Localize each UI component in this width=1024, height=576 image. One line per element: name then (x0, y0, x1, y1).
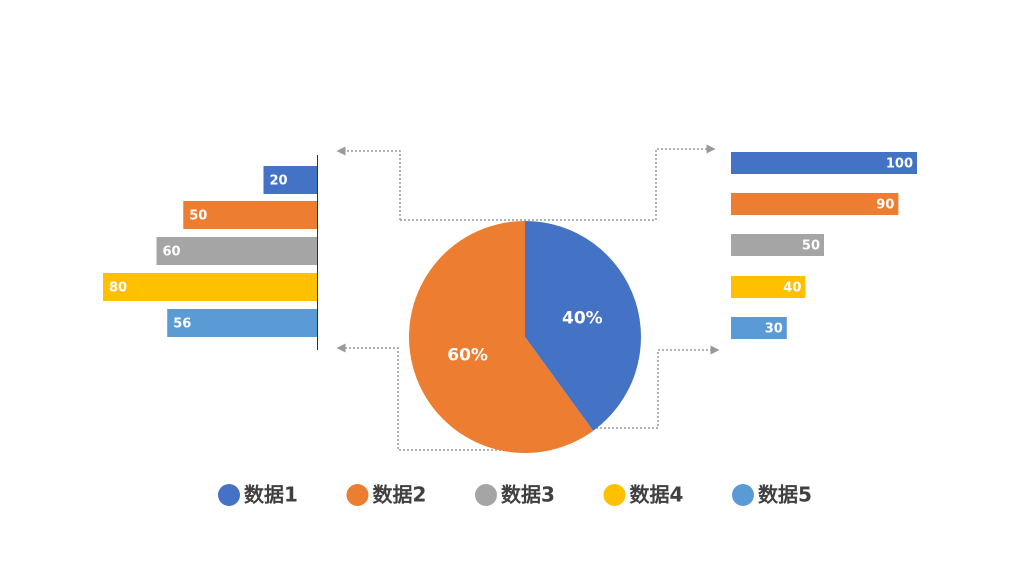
legend-label: 数据4 (630, 483, 684, 507)
legend-label: 数据3 (501, 483, 555, 507)
bar (731, 193, 899, 215)
bar (167, 309, 317, 337)
bar (731, 234, 824, 256)
connectors (336, 144, 720, 451)
legend-swatch (346, 484, 369, 506)
pie-slice (525, 221, 641, 431)
bar (731, 152, 917, 174)
bar-value-label: 56 (173, 317, 191, 332)
bar-value-label: 40 (783, 281, 801, 296)
bar (183, 201, 317, 229)
bar (103, 273, 317, 301)
bar-value-label: 30 (765, 322, 783, 337)
bar-value-label: 80 (109, 281, 127, 296)
bar (731, 317, 787, 339)
bar-value-label: 50 (189, 209, 207, 224)
legend-label: 数据1 (244, 483, 298, 507)
bar (731, 276, 806, 298)
legend-swatch (218, 484, 240, 506)
legend-swatch (603, 484, 626, 506)
bar-value-label: 100 (886, 157, 913, 172)
pie-value-label: 60% (447, 346, 488, 366)
bar-value-label: 90 (876, 198, 894, 213)
bar-value-label: 20 (270, 174, 288, 189)
legend-swatch (732, 484, 754, 506)
pie-value-label: 40% (562, 308, 603, 328)
legend-label: 数据5 (758, 483, 812, 507)
pie-slice (409, 221, 594, 453)
bar-value-label: 50 (802, 239, 820, 254)
legend-swatch (475, 484, 497, 506)
bar (263, 166, 317, 194)
bar (156, 237, 317, 265)
legend-label: 数据2 (373, 483, 427, 507)
bar-value-label: 60 (163, 245, 181, 260)
